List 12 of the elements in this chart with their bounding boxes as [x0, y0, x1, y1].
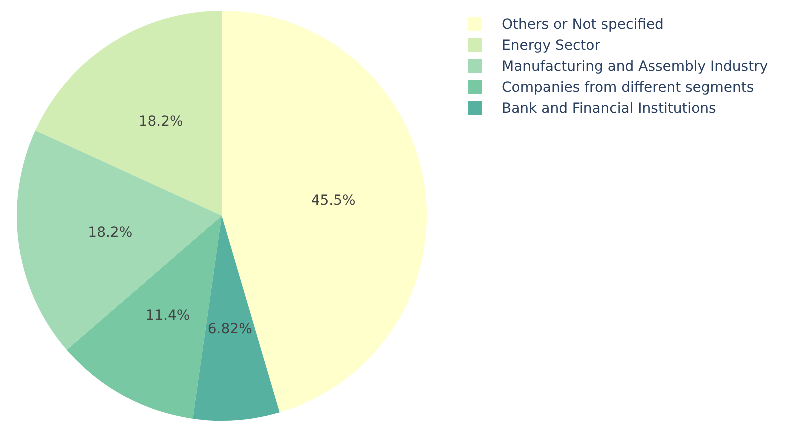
- legend-label: Energy Sector: [502, 38, 601, 54]
- data-label: 18.2%: [88, 224, 133, 241]
- legend-label: Companies from different segments: [502, 80, 754, 96]
- data-label: 45.5%: [311, 192, 356, 209]
- legend-label: Others or Not specified: [502, 16, 664, 33]
- data-label: 11.4%: [146, 308, 190, 324]
- pie-slice: [193, 216, 280, 421]
- legend-label: Manufacturing and Assembly Industry: [502, 58, 768, 75]
- data-label: 6.82%: [208, 321, 252, 338]
- legend-label: Bank and Financial Institutions: [502, 100, 716, 117]
- pie-slice: [36, 11, 222, 216]
- data-label: 18.2%: [138, 114, 184, 130]
